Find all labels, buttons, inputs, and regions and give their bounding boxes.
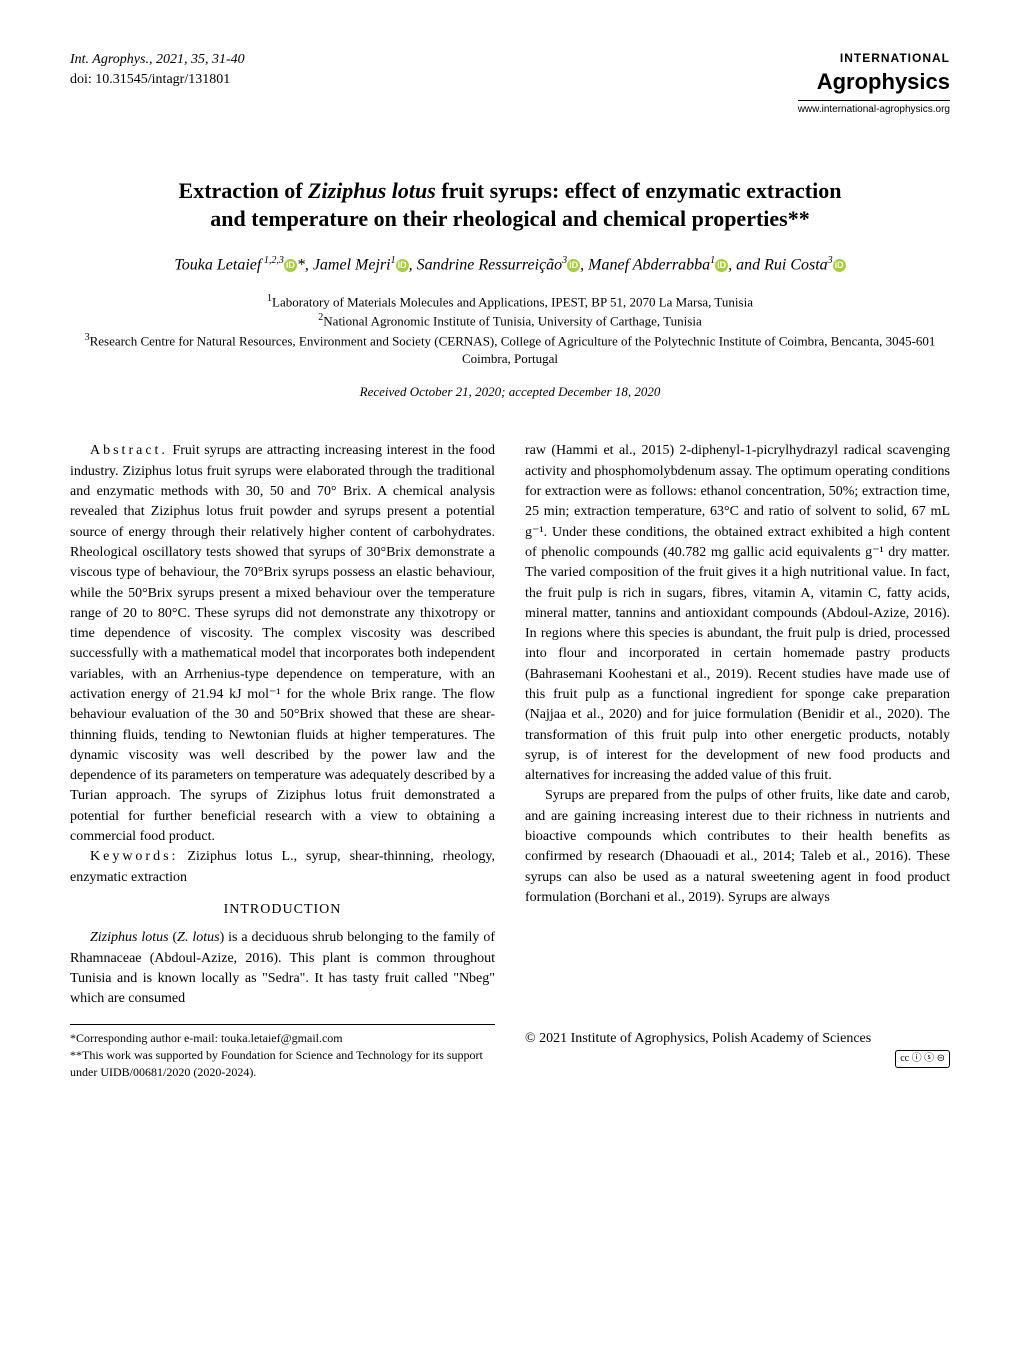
author-2: Jamel Mejri [313,256,391,273]
col2-paragraph-1: raw (Hammi et al., 2015) 2-diphenyl-1-pi… [525,441,950,786]
orcid-icon: iD [715,259,728,272]
orcid-icon: iD [833,259,846,272]
footer-right: © 2021 Institute of Agrophysics, Polish … [525,1009,950,1068]
orcid-icon: iD [284,259,297,272]
sep-3: , [580,256,588,273]
journal-agrophysics-label: Agrophysics [798,67,950,98]
author-3: Sandrine Ressurreição [417,256,563,273]
intro-paragraph-1: Ziziphus lotus (Z. lotus) is a deciduous… [70,928,495,1009]
author-1: Touka Letaief [174,256,261,273]
col2-paragraph-2: Syrups are prepared from the pulps of ot… [525,786,950,908]
doi-text: doi: 10.31545/intagr/131801 [70,70,245,90]
keywords-label: Keywords: [90,849,178,864]
funding-support: **This work was supported by Foundation … [70,1047,495,1081]
author-1-mark: *, [297,256,313,273]
two-column-body: Abstract. Fruit syrups are attracting in… [70,441,950,1009]
abstract-text: Fruit syrups are attracting increasing i… [70,443,495,844]
title-line-2: and temperature on their rheological and… [210,206,809,231]
cc-license-icon: cc ⓘ ⓢ ⊝ [895,1050,950,1068]
corresponding-author: *Corresponding author e-mail: touka.leta… [70,1030,495,1047]
author-5: Rui Costa [764,256,828,273]
journal-reference-block: Int. Agrophys., 2021, 35, 31-40 doi: 10.… [70,50,245,89]
orcid-icon: iD [567,259,580,272]
abstract-paragraph: Abstract. Fruit syrups are attracting in… [70,441,495,847]
sep-4: , and [728,256,764,273]
received-date: Received October 21, 2020; accepted Dece… [70,383,950,401]
author-2-sup: 1 [391,255,396,266]
abstract-label: Abstract. [90,443,168,458]
author-1-sup: 1,2,3 [261,255,284,266]
affiliation-3: Research Centre for Natural Resources, E… [90,333,936,366]
sep-2: , [409,256,417,273]
title-line-1: Extraction of Ziziphus lotus fruit syrup… [179,178,842,203]
right-column: raw (Hammi et al., 2015) 2-diphenyl-1-pi… [525,441,950,1009]
footer-left: *Corresponding author e-mail: touka.leta… [70,1024,495,1080]
keywords-paragraph: Keywords: Ziziphus lotus L., syrup, shea… [70,847,495,888]
orcid-icon: iD [396,259,409,272]
left-column: Abstract. Fruit syrups are attracting in… [70,441,495,1009]
footer-row: *Corresponding author e-mail: touka.leta… [70,1009,950,1080]
header-top: Int. Agrophys., 2021, 35, 31-40 doi: 10.… [70,50,950,117]
authors-list: Touka Letaief 1,2,3iD*, Jamel Mejri1iD, … [70,254,950,277]
affiliation-1: Laboratory of Materials Molecules and Ap… [272,294,753,309]
author-4: Manef Abderrabba [588,256,710,273]
introduction-heading: INTRODUCTION [70,900,495,920]
journal-logo: INTERNATIONAL Agrophysics www.internatio… [798,50,950,117]
author-5-sup: 3 [828,255,833,266]
journal-reference: Int. Agrophys., 2021, 35, 31-40 [70,50,245,70]
affiliations: 1Laboratory of Materials Molecules and A… [70,292,950,369]
journal-international-label: INTERNATIONAL [798,50,950,67]
article-title: Extraction of Ziziphus lotus fruit syrup… [70,177,950,234]
copyright-text: © 2021 Institute of Agrophysics, Polish … [525,1031,871,1046]
affiliation-2: National Agronomic Institute of Tunisia,… [323,313,701,328]
journal-url: www.international-agrophysics.org [798,100,950,117]
